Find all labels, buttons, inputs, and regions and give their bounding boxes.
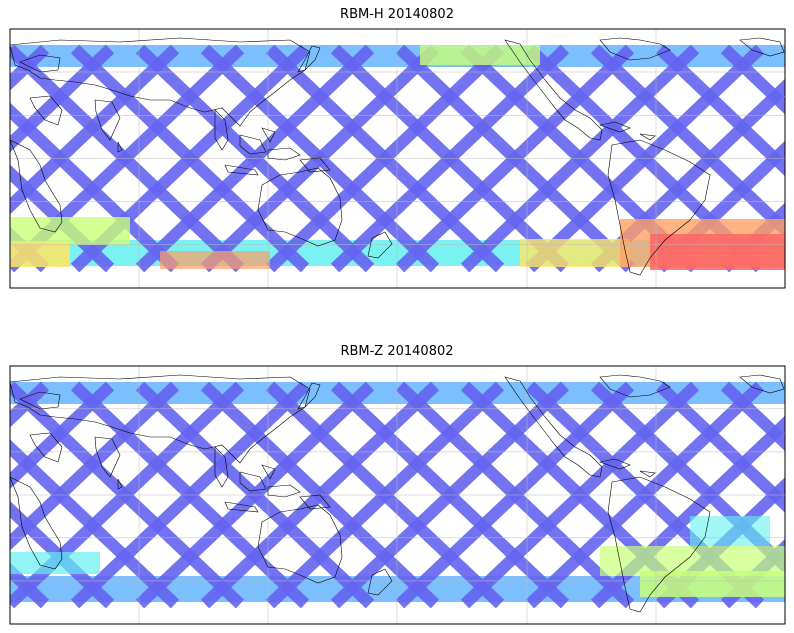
map-title-rbm-z: RBM-Z 20140802 bbox=[340, 344, 454, 359]
map-frame-rbm-z bbox=[9, 365, 786, 625]
map-frame-rbm-h bbox=[9, 28, 786, 289]
graticule-rbm-z bbox=[10, 366, 785, 624]
graticule-rbm-h bbox=[10, 29, 785, 288]
map-panel-rbm-z bbox=[9, 365, 786, 625]
map-panel-rbm-h bbox=[9, 28, 786, 289]
map-title-rbm-h: RBM-H 20140802 bbox=[340, 7, 454, 22]
